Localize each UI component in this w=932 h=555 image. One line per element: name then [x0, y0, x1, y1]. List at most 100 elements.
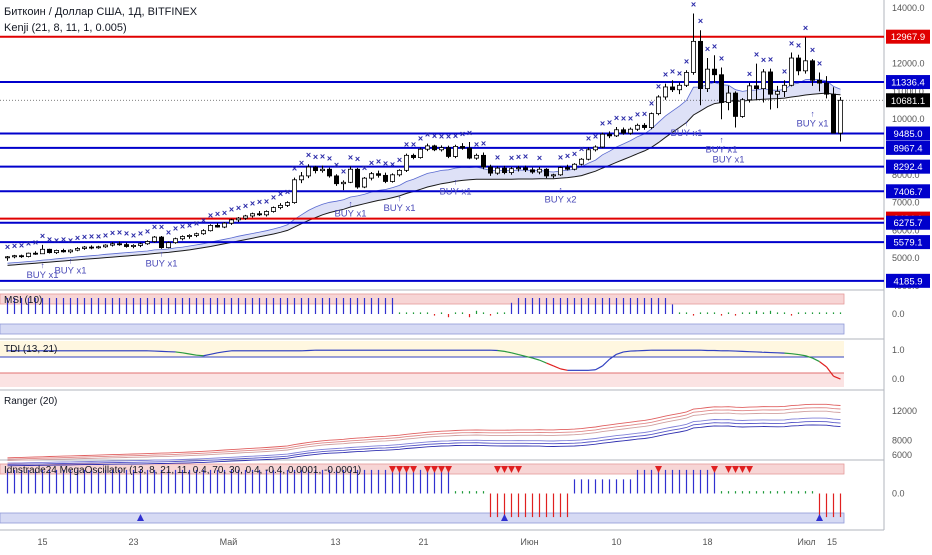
signal-x-marker: ×	[138, 229, 143, 239]
candle-up	[110, 244, 114, 245]
candle-down	[796, 58, 800, 71]
tdi-tick-label: 0.0	[892, 374, 905, 384]
tdi-zone-bottom	[0, 373, 844, 387]
candle-down	[733, 93, 737, 116]
signal-x-marker: ×	[411, 140, 416, 150]
candle-up	[726, 93, 730, 102]
last-price-label: 10681.1	[891, 96, 925, 107]
candle-up	[656, 97, 660, 114]
candle-down	[642, 125, 646, 127]
candle-up	[138, 244, 142, 246]
candle-up	[418, 149, 422, 157]
ranger-tick-label: 6000	[892, 450, 912, 460]
level-badge-label: 8292.4	[893, 162, 922, 173]
signal-x-marker: ×	[782, 66, 787, 76]
candle-up	[68, 250, 72, 252]
signal-x-marker: ×	[495, 152, 500, 162]
candle-up	[663, 87, 667, 97]
ranger-tick-label: 12000	[892, 406, 917, 416]
candle-up	[677, 85, 681, 89]
candle-down	[523, 168, 527, 170]
signal-x-marker: ×	[26, 239, 31, 249]
signal-x-marker: ×	[453, 131, 458, 141]
signal-x-marker: ×	[54, 236, 59, 246]
candle-up	[684, 72, 688, 85]
candle-up	[558, 168, 562, 175]
buy-signal-label: BUY x1	[796, 118, 828, 129]
signal-x-marker: ×	[425, 130, 430, 140]
mega-panel: Idnstrade24 MegaOscillator (13, 8, 21, 1…	[0, 464, 844, 523]
time-tick-label: Май	[220, 537, 238, 547]
chart-title: Биткоин / Доллар США, 1Д, BITFINEX	[4, 5, 197, 19]
candle-down	[89, 247, 93, 248]
signal-x-marker: ×	[376, 157, 381, 167]
candle-down	[432, 146, 436, 150]
signal-x-marker: ×	[712, 41, 717, 51]
signal-x-marker: ×	[215, 209, 220, 219]
candle-down	[376, 174, 380, 176]
signal-x-marker: ×	[180, 221, 185, 231]
signal-x-marker: ×	[474, 140, 479, 150]
signal-x-marker: ×	[803, 23, 808, 33]
candle-up	[691, 41, 695, 72]
candle-up	[593, 147, 597, 150]
signal-x-marker: ×	[47, 235, 52, 245]
candle-up	[292, 180, 296, 203]
candle-down	[817, 80, 821, 83]
time-tick-label: 18	[702, 537, 712, 547]
candle-down	[530, 170, 534, 172]
candle-up	[54, 250, 58, 252]
level-badge-label: 5579.1	[893, 238, 922, 249]
signal-x-marker: ×	[537, 153, 542, 163]
tdi-zone-top	[0, 341, 844, 357]
buy-arrow: ↑	[69, 257, 73, 266]
candle-up	[439, 148, 443, 150]
tdi-line-segment	[813, 358, 820, 362]
signal-x-marker: ×	[222, 208, 227, 218]
signal-x-marker: ×	[124, 229, 129, 239]
tdi-line-segment	[596, 366, 603, 370]
candle-down	[124, 245, 128, 247]
candle-down	[19, 256, 23, 257]
candle-down	[607, 134, 611, 136]
candle-down	[446, 148, 450, 157]
signal-x-marker: ×	[19, 241, 24, 251]
signal-x-marker: ×	[516, 152, 521, 162]
signal-x-marker: ×	[292, 164, 297, 174]
signal-x-marker: ×	[789, 38, 794, 48]
signal-x-marker: ×	[159, 222, 164, 232]
kenji-label: Kenji (21, 8, 11, 1, 0.005)	[4, 21, 127, 35]
candle-up	[75, 248, 79, 250]
candle-up	[362, 178, 366, 187]
candle-up	[26, 253, 30, 256]
candle-up	[803, 61, 807, 71]
signal-x-marker: ×	[187, 220, 192, 230]
candle-down	[383, 175, 387, 181]
signal-x-marker: ×	[523, 152, 528, 162]
ranger-line	[8, 404, 841, 458]
signal-x-marker: ×	[621, 114, 626, 124]
candle-down	[215, 225, 219, 227]
signal-x-marker: ×	[460, 129, 465, 139]
candle-up	[166, 243, 170, 248]
signal-x-marker: ×	[614, 113, 619, 123]
candle-up	[208, 225, 212, 230]
candle-down	[257, 214, 261, 215]
candle-up	[180, 237, 184, 239]
buy-signal-label: BUY x1	[383, 203, 415, 214]
signal-x-marker: ×	[362, 163, 367, 173]
level-badge-label: 9485.0	[893, 129, 922, 140]
candle-up	[747, 86, 751, 100]
signal-x-marker: ×	[285, 187, 290, 197]
candle-up	[131, 245, 135, 246]
signal-x-marker: ×	[817, 58, 822, 68]
tdi-line-segment	[589, 370, 596, 371]
time-tick-label: 13	[330, 537, 340, 547]
signal-x-marker: ×	[509, 153, 514, 163]
signal-x-marker: ×	[691, 0, 696, 10]
candle-down	[621, 130, 625, 133]
candle-up	[236, 218, 240, 220]
msi-panel: MSI (10)	[0, 294, 844, 334]
time-tick-label: 15	[37, 537, 47, 547]
